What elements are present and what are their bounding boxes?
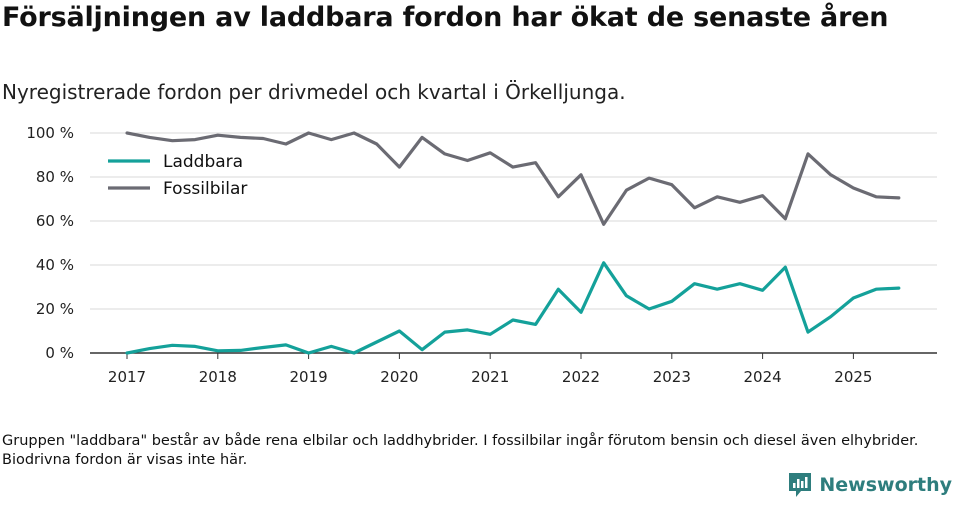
series-line-laddbara	[125, 261, 901, 355]
x-tick-label: 2018	[199, 368, 237, 386]
gridlines	[90, 132, 937, 310]
x-tick-label: 2023	[653, 368, 691, 386]
y-tick-label: 40 %	[36, 256, 74, 274]
chart-title: Försäljningen av laddbara fordon har öka…	[2, 2, 889, 33]
chart-subtitle: Nyregistrerade fordon per drivmedel och …	[2, 80, 626, 104]
y-tick-label: 20 %	[36, 300, 74, 318]
y-axis-tick-labels: 0 % 20 % 40 % 60 % 80 % 100 %	[26, 124, 74, 362]
x-tick-label: 2019	[290, 368, 328, 386]
legend-label-laddbara: Laddbara	[163, 152, 243, 172]
x-tick-label: 2022	[562, 368, 600, 386]
x-tick-label: 2017	[108, 368, 146, 386]
y-tick-label: 0 %	[45, 344, 74, 362]
x-tick-label: 2021	[471, 368, 509, 386]
y-tick-label: 100 %	[26, 124, 74, 142]
series-line-fossil	[125, 131, 901, 226]
legend: Laddbara Fossilbilar	[108, 152, 247, 199]
x-tick-label: 2025	[834, 368, 872, 386]
series-lines	[125, 131, 901, 355]
legend-label-fossil: Fossilbilar	[163, 179, 247, 199]
brand-logo[interactable]: Newsworthy	[787, 471, 952, 499]
footnote: Gruppen "laddbara" består av både rena e…	[2, 433, 919, 468]
x-axis: 2017 2018 2019 2020 2021 2022 2023 2024 2025	[90, 352, 937, 386]
chart-logo-icon	[789, 473, 812, 497]
line-chart: 0 % 20 % 40 % 60 % 80 % 100 % 2017 2018 2019 202…	[26, 124, 937, 386]
y-tick-label: 60 %	[36, 212, 74, 230]
y-tick-label: 80 %	[36, 168, 74, 186]
brand-name: Newsworthy	[819, 474, 952, 496]
x-tick-label: 2020	[380, 368, 418, 386]
x-tick-label: 2024	[744, 368, 782, 386]
